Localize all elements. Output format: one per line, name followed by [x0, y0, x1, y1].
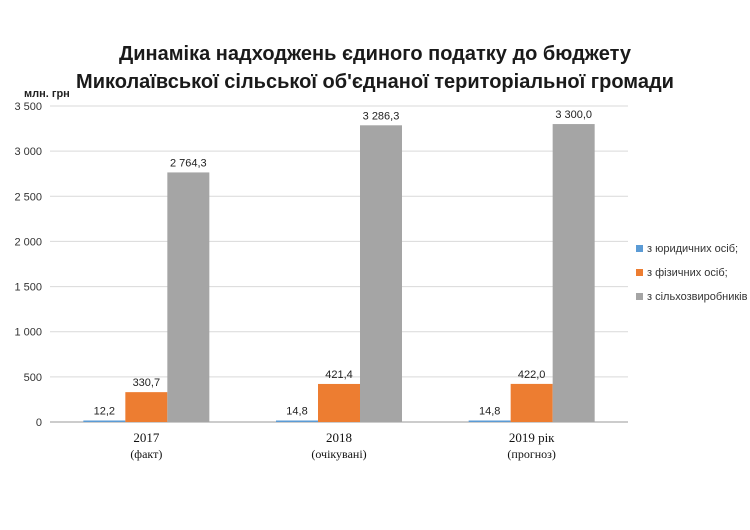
legend-label: з фізичних осіб;: [647, 267, 728, 279]
data-label: 330,7: [133, 377, 161, 389]
legend-swatch: [636, 293, 643, 300]
x-tick-sublabel: (факт): [130, 447, 162, 461]
bar: [510, 383, 553, 422]
data-label: 14,8: [479, 406, 500, 418]
legend-label: з юридичних осіб;: [647, 243, 738, 255]
y-tick-label: 3 500: [14, 101, 42, 113]
x-tick-label: 2018: [326, 430, 352, 445]
x-tick-label: 2017: [133, 430, 160, 445]
y-tick-label: 2 500: [14, 191, 42, 203]
x-tick-sublabel: (очікувані): [311, 447, 366, 461]
legend-swatch: [636, 245, 643, 252]
data-label: 3 286,3: [363, 110, 400, 122]
bar: [318, 383, 360, 422]
x-tick-sublabel: (прогноз): [507, 447, 556, 461]
y-axis-unit: млн. грн: [24, 88, 70, 100]
data-label: 421,4: [325, 369, 353, 381]
y-tick-label: 0: [36, 417, 42, 429]
bar: [552, 124, 595, 423]
x-tick-label: 2019 рік: [509, 430, 555, 445]
legend-label: з сільхозвиробників: [647, 291, 748, 303]
chart-title-line-2: Миколаївської сільської об'єднаної терит…: [76, 71, 674, 93]
bar: [276, 420, 318, 422]
bar: [468, 420, 511, 422]
y-tick-label: 2 000: [14, 236, 42, 248]
y-tick-label: 1 500: [14, 282, 42, 294]
data-label: 2 764,3: [170, 157, 207, 169]
chart-title: Динаміка надходжень єдиного податку до б…: [0, 40, 750, 96]
y-tick-label: 500: [24, 372, 42, 384]
data-label: 14,8: [286, 406, 307, 418]
y-tick-label: 1 000: [14, 327, 42, 339]
y-tick-label: 3 000: [14, 146, 42, 158]
bar: [83, 420, 126, 422]
bar: [167, 172, 210, 422]
bar: [360, 125, 402, 422]
data-label: 12,2: [94, 406, 115, 418]
data-label: 422,0: [518, 369, 546, 381]
bar: [125, 392, 168, 422]
chart-title-line-1: Динаміка надходжень єдиного податку до б…: [119, 43, 631, 65]
data-label: 3 300,0: [555, 109, 592, 121]
legend-swatch: [636, 269, 643, 276]
